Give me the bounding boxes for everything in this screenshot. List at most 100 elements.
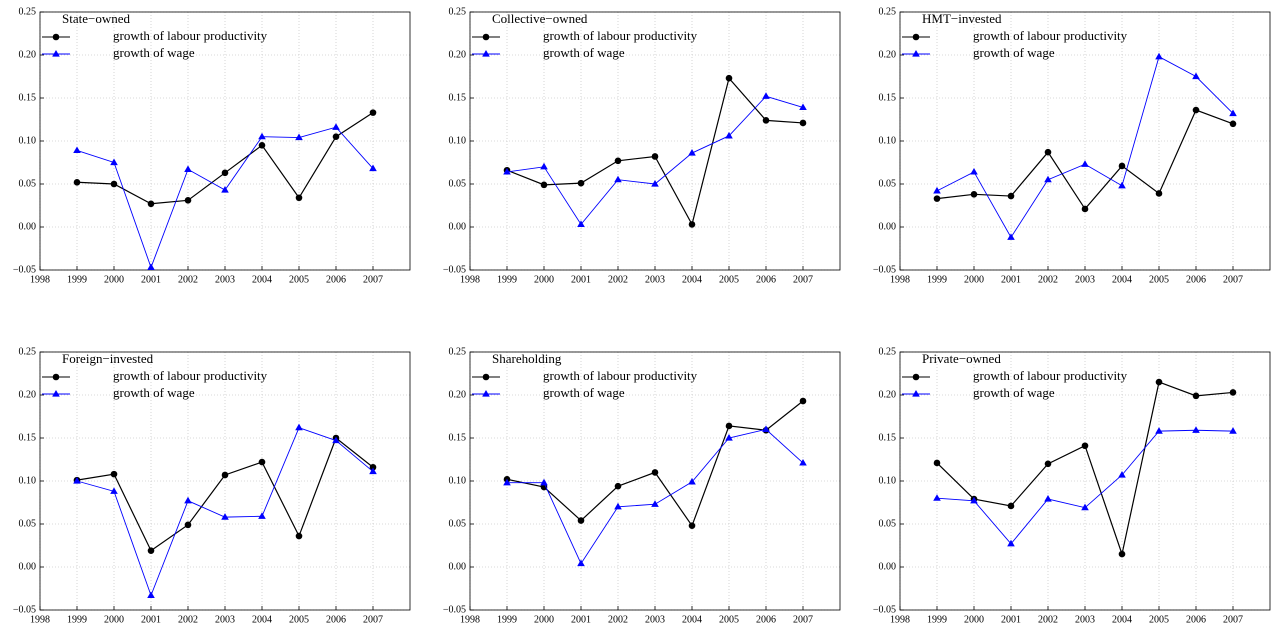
marker bbox=[258, 512, 266, 519]
x-tick-label: 2002 bbox=[1038, 274, 1058, 285]
x-tick-label: 2005 bbox=[289, 274, 309, 285]
marker bbox=[73, 477, 81, 484]
x-tick-label: 1998 bbox=[890, 274, 910, 285]
y-tick-label: 0.10 bbox=[879, 135, 897, 146]
marker bbox=[970, 167, 978, 175]
y-tick-label: 0.20 bbox=[879, 49, 897, 60]
plot-frame bbox=[469, 11, 841, 271]
x-tick-label: 1999 bbox=[927, 614, 947, 625]
legend-label: growth of wage bbox=[973, 385, 1055, 400]
x-tick-label: 2001 bbox=[571, 274, 591, 285]
marker bbox=[1081, 160, 1089, 167]
legend-label: growth of labour productivity bbox=[543, 368, 698, 383]
x-tick-label: 2002 bbox=[608, 614, 628, 625]
marker bbox=[73, 178, 81, 186]
marker bbox=[503, 167, 511, 175]
x-tick-label: 2004 bbox=[1112, 274, 1132, 285]
y-tick-label: 0.15 bbox=[879, 92, 897, 103]
y-tick-label: 0.15 bbox=[449, 92, 467, 103]
marker bbox=[1007, 539, 1015, 547]
panel-title: State−owned bbox=[62, 11, 130, 26]
y-tick-label: 0.00 bbox=[879, 561, 897, 572]
marker bbox=[1192, 72, 1200, 80]
y-tick-label: 0.15 bbox=[19, 92, 37, 103]
marker bbox=[482, 50, 490, 57]
x-tick-label: 2001 bbox=[141, 614, 161, 625]
x-tick-label: 2000 bbox=[104, 614, 124, 625]
marker bbox=[221, 169, 229, 177]
x-tick-label: 2005 bbox=[719, 274, 739, 285]
legend-label: growth of wage bbox=[113, 45, 195, 60]
x-tick-label: 2004 bbox=[682, 614, 702, 625]
y-tick-label: 0.05 bbox=[19, 518, 37, 529]
marker bbox=[1229, 120, 1237, 128]
marker bbox=[73, 146, 81, 154]
x-tick-label: 1998 bbox=[890, 614, 910, 625]
marker bbox=[482, 33, 490, 41]
marker bbox=[221, 186, 229, 193]
x-tick-label: 2006 bbox=[1186, 614, 1206, 625]
marker bbox=[369, 164, 377, 172]
marker bbox=[912, 33, 920, 41]
marker bbox=[1044, 175, 1052, 183]
x-tick-label: 2004 bbox=[1112, 614, 1132, 625]
x-tick-label: 1999 bbox=[927, 274, 947, 285]
marker bbox=[912, 373, 920, 381]
marker bbox=[933, 459, 941, 467]
x-tick-label: 2007 bbox=[1223, 274, 1243, 285]
marker bbox=[1007, 233, 1015, 240]
x-tick-label: 2004 bbox=[252, 274, 272, 285]
series-line bbox=[506, 95, 804, 226]
marker bbox=[1118, 550, 1126, 558]
marker bbox=[221, 471, 229, 479]
marker bbox=[614, 157, 622, 165]
legend-label: growth of labour productivity bbox=[543, 28, 698, 43]
marker bbox=[688, 522, 696, 530]
marker bbox=[295, 133, 303, 141]
marker bbox=[688, 149, 696, 156]
y-tick-label: −0.05 bbox=[13, 264, 36, 275]
marker bbox=[799, 103, 807, 111]
marker bbox=[912, 390, 920, 397]
marker bbox=[52, 50, 60, 57]
marker bbox=[369, 467, 377, 475]
marker bbox=[52, 373, 60, 381]
y-tick-label: 0.10 bbox=[879, 475, 897, 486]
marker bbox=[184, 197, 192, 204]
marker bbox=[614, 482, 622, 490]
x-tick-label: 2006 bbox=[1186, 274, 1206, 285]
marker bbox=[1155, 190, 1163, 197]
x-tick-label: 1998 bbox=[30, 274, 50, 285]
marker bbox=[912, 50, 920, 57]
x-tick-label: 2003 bbox=[215, 614, 235, 625]
y-tick-label: 0.15 bbox=[449, 432, 467, 443]
x-tick-label: 1999 bbox=[67, 614, 87, 625]
marker bbox=[147, 263, 155, 271]
marker bbox=[110, 470, 118, 478]
x-tick-label: 2006 bbox=[756, 274, 776, 285]
marker bbox=[1118, 162, 1126, 170]
x-tick-label: 1999 bbox=[497, 614, 517, 625]
marker bbox=[1229, 427, 1237, 434]
x-tick-label: 2007 bbox=[793, 614, 813, 625]
x-tick-label: 2000 bbox=[534, 274, 554, 285]
marker bbox=[651, 180, 659, 187]
marker bbox=[725, 434, 733, 441]
marker bbox=[1192, 106, 1200, 114]
marker bbox=[1081, 205, 1089, 213]
marker bbox=[762, 425, 770, 432]
marker bbox=[1007, 502, 1015, 510]
y-tick-label: −0.05 bbox=[13, 604, 36, 615]
y-tick-label: 0.25 bbox=[19, 6, 37, 17]
marker bbox=[1044, 460, 1052, 468]
marker bbox=[1081, 442, 1089, 450]
x-tick-label: 2002 bbox=[608, 274, 628, 285]
marker bbox=[110, 487, 118, 494]
marker bbox=[970, 191, 978, 198]
y-tick-label: 0.20 bbox=[879, 389, 897, 400]
x-tick-label: 2001 bbox=[1001, 274, 1021, 285]
x-tick-label: 2007 bbox=[363, 274, 383, 285]
marker bbox=[1192, 392, 1200, 400]
x-tick-label: 1999 bbox=[497, 274, 517, 285]
